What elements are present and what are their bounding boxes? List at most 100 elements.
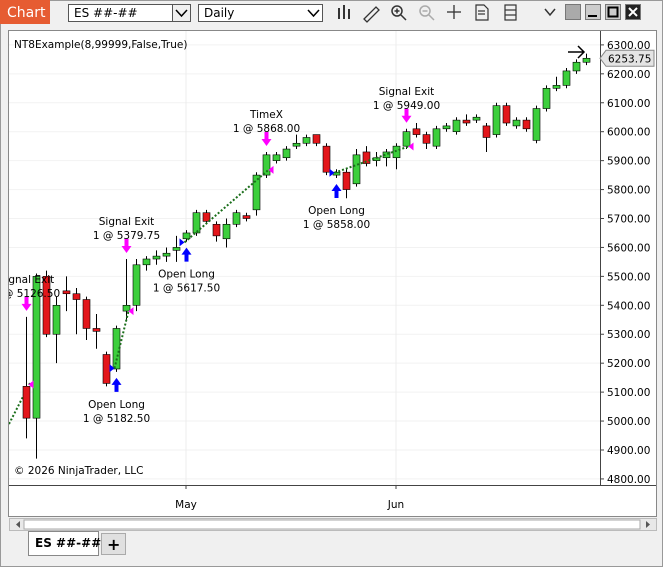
signal-name: Open Long xyxy=(88,399,145,411)
candle-body xyxy=(162,252,171,257)
window-title: Chart xyxy=(7,5,46,21)
properties-button[interactable] xyxy=(475,4,489,21)
candle-body xyxy=(272,154,281,161)
signal-fill: 1 @ 5617.50 xyxy=(153,283,220,295)
more-button[interactable] xyxy=(544,8,556,17)
candle-body xyxy=(72,293,81,300)
entry-marker xyxy=(179,238,185,247)
draw-tool-button[interactable] xyxy=(363,6,380,23)
exit-arrow xyxy=(21,296,32,311)
y-tick-label: 5900.00 xyxy=(607,156,650,168)
y-tick-label: 5500.00 xyxy=(607,271,650,283)
y-tick-label: 5600.00 xyxy=(607,242,650,254)
candle-body xyxy=(292,142,301,147)
candle-body xyxy=(202,212,211,222)
copyright: © 2026 NinjaTrader, LLC xyxy=(14,465,143,477)
y-tick-label: 5300.00 xyxy=(607,329,650,341)
interval: Daily xyxy=(204,6,234,20)
candle-body xyxy=(342,171,351,190)
signal-name: Signal Exit xyxy=(99,216,154,228)
candle-body xyxy=(242,215,251,219)
exit-arrow xyxy=(261,131,272,146)
candle-body xyxy=(52,305,61,335)
signal-name: Open Long xyxy=(308,205,365,217)
candle-body xyxy=(582,57,591,63)
scroll-thumb[interactable] xyxy=(23,519,641,530)
candle-body xyxy=(552,85,561,89)
instrument: ES ##-## xyxy=(74,6,138,20)
candle-body xyxy=(522,119,531,130)
indicator-label: NT8Example(8,99999,False,True) xyxy=(14,39,187,51)
exit-marker xyxy=(408,142,414,151)
candle-body xyxy=(562,70,571,86)
signal-fill: 1 @ 5868.00 xyxy=(233,123,300,135)
candle-body xyxy=(362,151,371,164)
scroll-right[interactable] xyxy=(646,521,650,528)
maximize-icon xyxy=(607,6,619,18)
zoom-out-button[interactable] xyxy=(419,5,435,21)
entry-arrow xyxy=(111,377,122,392)
dropdown-icon xyxy=(307,9,320,18)
candle-body xyxy=(152,255,161,260)
entry-arrow xyxy=(331,183,342,198)
candle-body xyxy=(542,87,551,109)
candle-body xyxy=(102,354,111,384)
candle-body xyxy=(312,134,321,144)
candle-body xyxy=(192,212,201,234)
bars-type-button[interactable] xyxy=(338,5,350,19)
candle-body xyxy=(462,119,471,124)
candle-body xyxy=(442,125,451,130)
signal-name: Signal Exit xyxy=(379,86,434,98)
plot-area: Signal Exit 1 @ 5126.50 Open Long 1 @ 5182.… xyxy=(0,31,600,485)
candle-body xyxy=(532,108,541,141)
exit-arrow xyxy=(121,239,132,254)
tab[interactable] xyxy=(28,531,99,556)
zoom-in-button[interactable] xyxy=(391,5,407,21)
minimize-button[interactable] xyxy=(585,4,601,20)
y-tick-label: 5700.00 xyxy=(607,214,650,226)
candle-body xyxy=(302,137,311,144)
signal-fill: 1 @ 5379.75 xyxy=(93,230,160,242)
y-tick-label: 6100.00 xyxy=(607,98,650,110)
candle-body xyxy=(22,386,31,419)
candle-body xyxy=(482,125,491,138)
y-tick-label: 4800.00 xyxy=(607,474,650,486)
add-tab-button[interactable] xyxy=(101,533,126,555)
x-tick-label: May xyxy=(175,499,197,511)
title-badge xyxy=(0,0,50,24)
scroll-left[interactable] xyxy=(16,521,20,528)
dropdown-button[interactable] xyxy=(172,4,191,22)
signal-fill: 1 @ 5182.50 xyxy=(83,413,150,425)
candle-body xyxy=(132,264,141,306)
window-button[interactable] xyxy=(565,4,581,20)
signal-fill: 1 @ 5126.50 xyxy=(0,288,60,300)
candle-body xyxy=(472,116,481,121)
toolbar: Chart ES ##-## Daily xyxy=(0,0,641,24)
candle-body xyxy=(182,232,191,240)
signal-name: TimeX xyxy=(249,109,283,121)
trade-line xyxy=(113,310,130,369)
candle-body xyxy=(452,119,461,132)
entry-arrow xyxy=(181,247,192,262)
y-tick-label: 5800.00 xyxy=(607,185,650,197)
y-tick-label: 6200.00 xyxy=(607,69,650,81)
scroll-to-end-button[interactable] xyxy=(568,45,586,59)
signal-name: Open Long xyxy=(158,269,215,281)
candle-body xyxy=(382,151,391,159)
crosshair-button[interactable] xyxy=(447,5,461,19)
candle-body xyxy=(232,212,241,225)
exit-marker xyxy=(268,165,274,174)
x-tick-label: Jun xyxy=(387,499,404,511)
interval-selector[interactable] xyxy=(198,4,323,22)
candle-body xyxy=(402,131,411,147)
trade-line xyxy=(183,169,270,244)
signal-fill: 1 @ 5858.00 xyxy=(303,219,370,231)
trade-line xyxy=(334,145,409,174)
dropdown-icon xyxy=(175,9,188,18)
y-tick-label: 5400.00 xyxy=(607,300,650,312)
candle-body xyxy=(82,299,91,329)
candle-body xyxy=(42,276,51,335)
templates-button[interactable] xyxy=(504,4,517,21)
candle-body xyxy=(322,145,331,173)
